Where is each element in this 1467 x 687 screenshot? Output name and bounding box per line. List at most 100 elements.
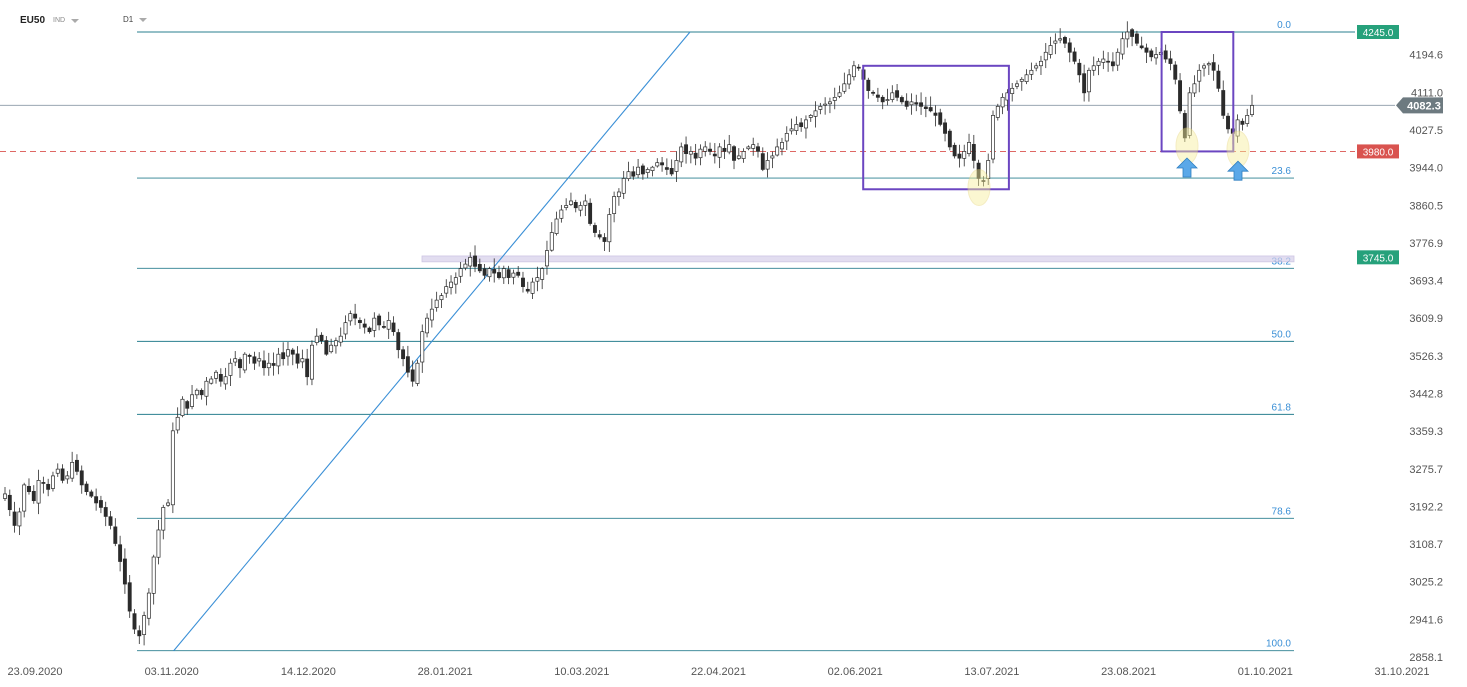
candle-body: [880, 96, 885, 103]
candle: [612, 191, 617, 223]
candle: [875, 87, 880, 102]
candle: [545, 240, 549, 275]
candle: [468, 252, 473, 277]
y-tick-label: 3108.7: [1409, 539, 1443, 551]
candle: [214, 370, 218, 384]
candle-body: [185, 401, 190, 409]
candle: [7, 489, 12, 517]
candle-body: [847, 74, 852, 85]
candle: [784, 126, 789, 151]
symbol-name: EU50: [20, 15, 46, 26]
candle-body: [578, 205, 583, 211]
timeframe-selector[interactable]: D1: [123, 15, 148, 24]
candle: [242, 352, 247, 374]
candle: [616, 188, 621, 206]
candle-body: [199, 389, 204, 396]
candle-body: [367, 327, 372, 333]
y-tick-label: 3693.4: [1409, 276, 1443, 288]
candle: [333, 337, 338, 354]
candle-body: [952, 144, 957, 157]
candle: [923, 96, 928, 118]
x-tick-label: 03.11.2020: [145, 666, 199, 678]
candle-body: [166, 502, 171, 506]
current-price-tag-text: 4082.3: [1407, 100, 1441, 112]
candle: [247, 353, 252, 364]
candle: [46, 478, 51, 497]
fib-label-50.0: 50.0: [1272, 329, 1292, 340]
candle-body: [31, 490, 36, 502]
candle: [679, 142, 684, 168]
x-tick-label: 23.08.2021: [1101, 666, 1156, 678]
candle-body: [381, 326, 386, 328]
candle-body: [1115, 51, 1120, 66]
candle-body: [621, 178, 626, 194]
fib-label-100.0: 100.0: [1266, 639, 1291, 650]
candle: [1182, 109, 1187, 142]
candle: [827, 97, 832, 114]
candle: [1125, 21, 1130, 48]
candle-body: [127, 582, 132, 612]
timeframe-dropdown-icon[interactable]: [139, 17, 148, 22]
candle: [175, 407, 180, 434]
candle: [357, 317, 362, 329]
candle: [938, 108, 943, 127]
candle-body: [1086, 69, 1091, 93]
candle: [305, 348, 310, 386]
candle: [660, 156, 665, 172]
y-tick-label: 3025.2: [1409, 577, 1443, 589]
candle-body: [17, 511, 22, 527]
candle: [1015, 80, 1019, 90]
candle: [492, 258, 497, 283]
candle: [1197, 64, 1202, 93]
candle-body: [727, 144, 732, 153]
candle: [1086, 67, 1091, 102]
candle-body: [1202, 65, 1206, 69]
candle: [866, 77, 871, 99]
candle: [1144, 43, 1149, 64]
candle-body: [12, 511, 17, 526]
candle-body: [362, 323, 367, 328]
candle-body: [804, 119, 808, 129]
candle-body: [981, 180, 986, 182]
candle-body: [895, 90, 900, 98]
candle: [808, 113, 813, 122]
candle: [962, 144, 967, 167]
candle: [1120, 32, 1125, 60]
candle: [650, 165, 655, 177]
candle: [132, 609, 137, 635]
candle: [760, 147, 765, 172]
candle: [348, 310, 353, 326]
candle-body: [60, 468, 65, 481]
candle-body: [607, 214, 612, 243]
candle-body: [1029, 69, 1034, 75]
candle-body: [684, 144, 689, 155]
candle: [794, 116, 799, 135]
candle: [1221, 80, 1226, 119]
candle: [1053, 33, 1058, 55]
candle-body: [180, 398, 185, 416]
candle-body: [396, 332, 401, 351]
symbol-header[interactable]: EU50 IND: [20, 15, 80, 26]
candle-body: [1125, 31, 1130, 40]
price-tag-bg: [1357, 144, 1399, 159]
candle: [511, 269, 516, 285]
candle-body: [765, 160, 770, 170]
candle-body: [324, 340, 329, 355]
candle: [180, 396, 185, 418]
candle-body: [943, 122, 947, 134]
symbol-dropdown-icon[interactable]: [71, 18, 80, 23]
candle: [818, 102, 823, 115]
candle-body: [55, 468, 60, 474]
test-highlight-1: [967, 168, 991, 206]
candle-body: [137, 630, 142, 637]
candle: [127, 575, 132, 618]
candle: [506, 265, 511, 285]
candle-body: [827, 101, 832, 105]
candle-body: [554, 218, 559, 234]
candle-body: [1221, 90, 1226, 116]
candle-body: [823, 103, 828, 106]
candle: [1082, 64, 1087, 102]
candle-body: [736, 155, 741, 159]
candle: [439, 292, 444, 309]
